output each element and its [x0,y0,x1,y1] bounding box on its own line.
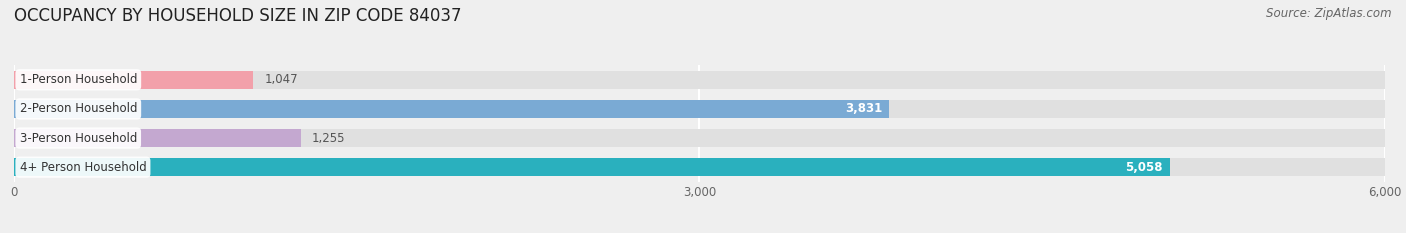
Text: 1,047: 1,047 [264,73,298,86]
Text: OCCUPANCY BY HOUSEHOLD SIZE IN ZIP CODE 84037: OCCUPANCY BY HOUSEHOLD SIZE IN ZIP CODE … [14,7,461,25]
Bar [14,100,890,118]
Text: 1,255: 1,255 [312,132,346,144]
Text: 2-Person Household: 2-Person Household [20,103,136,115]
Text: Source: ZipAtlas.com: Source: ZipAtlas.com [1267,7,1392,20]
Text: 5,058: 5,058 [1125,161,1163,174]
Text: 3-Person Household: 3-Person Household [20,132,136,144]
Bar [14,158,1385,176]
Text: 1-Person Household: 1-Person Household [20,73,136,86]
Bar [14,71,1385,89]
Text: 3,831: 3,831 [845,103,883,115]
Bar [14,100,1385,118]
Bar [14,129,1385,147]
Text: 4+ Person Household: 4+ Person Household [20,161,146,174]
Bar [14,158,1170,176]
Bar [14,71,253,89]
Bar [14,129,301,147]
